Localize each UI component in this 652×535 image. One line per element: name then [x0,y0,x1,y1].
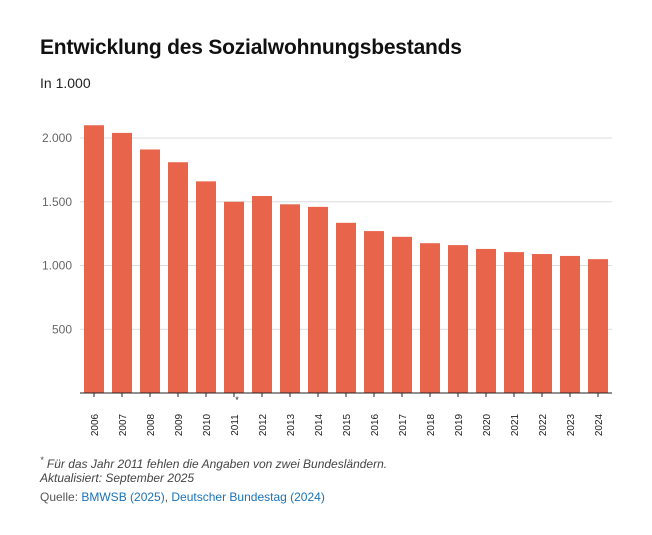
bar [588,259,608,393]
source-label: Quelle: [40,490,82,504]
footnote: * Für das Jahr 2011 fehlen die Angaben v… [40,452,387,472]
bar [476,248,496,393]
source-link-bmwsb[interactable]: BMWSB (2025) [81,490,165,504]
x-tick-label: 2006 [90,413,101,436]
x-tick-label: 2009 [174,413,185,436]
bar [140,149,160,393]
source-link-bundestag[interactable]: Deutscher Bundestag (2024) [171,490,325,504]
x-tick-label: 2018 [426,413,437,436]
bar [560,255,580,393]
y-tick-label: 1.000 [42,259,72,273]
chart-subtitle: In 1.000 [40,75,91,91]
y-tick-label: 2.000 [42,131,72,145]
chart-title: Entwicklung des Sozialwohnungsbestands [40,36,462,59]
x-tick-label: 2015 [342,413,353,436]
bar [420,243,440,393]
x-tick-label: 2020 [482,413,493,436]
source-separator: , [164,490,172,504]
x-tick-label: 2012 [258,413,269,436]
bar [392,236,412,393]
y-tick-label: 500 [52,322,72,336]
bar [336,222,356,393]
bar [112,132,132,393]
footnote-marker: * [40,455,44,465]
x-tick-marker: * [235,395,239,405]
bar-chart: 500 1.000 1.500 2.000 2006 2007 2008 2009 2010 20… [42,125,612,436]
x-tick-label: 2013 [286,413,297,436]
bar [532,254,552,393]
x-tick-label: 2007 [118,413,129,436]
x-tick-label: 2011 [230,414,241,436]
bar [280,204,300,393]
x-tick-label: 2008 [146,413,157,436]
updated-note: Aktualisiert: September 2025 [40,471,195,485]
bar [84,125,104,393]
footnote-text: Für das Jahr 2011 fehlen die Angaben von… [46,457,388,471]
x-tick-label: 2022 [538,413,549,436]
x-tick-label: 2023 [566,413,577,436]
bar [504,252,524,393]
x-tick-label: 2021 [510,413,521,436]
x-tick-label: 2024 [594,413,605,436]
x-tick-label: 2010 [202,413,213,436]
bar [308,206,328,393]
bar [196,181,216,393]
bar [224,201,244,393]
bar [252,196,272,393]
bar [168,162,188,393]
x-tick-label: 2014 [314,413,325,436]
bar [448,245,468,393]
x-tick-label: 2017 [398,413,409,436]
source-line: Quelle: BMWSB (2025), Deutscher Bundesta… [40,490,325,504]
bar [364,231,384,393]
y-tick-label: 1.500 [42,195,72,209]
x-tick-label: 2019 [454,413,465,436]
x-tick-label: 2016 [370,413,381,436]
